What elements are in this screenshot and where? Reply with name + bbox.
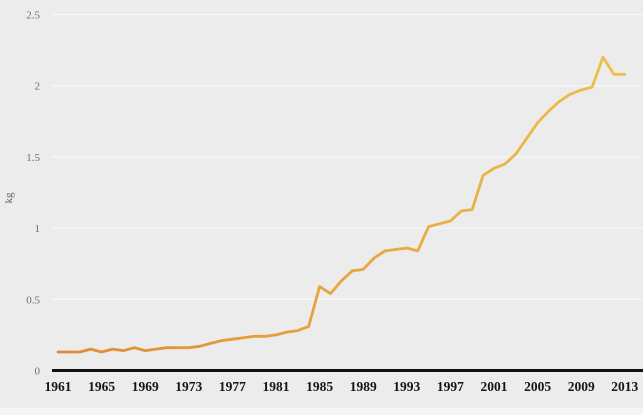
- y-tick-label: 2.5: [26, 10, 40, 22]
- y-tick-label: 1: [35, 223, 41, 235]
- x-tick-label: 1969: [132, 379, 159, 394]
- x-axis-tick-labels: 1961 1965 1969 1973 1977 1981 1985 1989 1993 1997…: [45, 379, 639, 394]
- x-tick-label: 2009: [568, 379, 595, 394]
- y-tick-label: 0: [35, 366, 41, 378]
- x-tick-label: 1981: [263, 379, 290, 394]
- data-series-line: [56, 55, 627, 354]
- x-tick-label: 1997: [437, 379, 464, 394]
- x-tick-label: 1965: [88, 379, 115, 394]
- gridlines: [52, 13, 643, 300]
- x-tick-label: 1961: [45, 379, 72, 394]
- y-axis-title: kg: [3, 192, 15, 204]
- y-tick-label: 2: [35, 81, 41, 93]
- x-tick-label: 1977: [219, 379, 246, 394]
- y-tick-label: 1.5: [26, 152, 40, 164]
- y-tick-label: 0.5: [26, 294, 40, 306]
- x-tick-label: 1985: [306, 379, 333, 394]
- x-tick-label: 2013: [611, 379, 638, 394]
- x-tick-label: 2001: [481, 379, 508, 394]
- bottom-edge-strip: [0, 408, 643, 415]
- x-tick-label: 1973: [175, 379, 202, 394]
- x-tick-label: 1993: [393, 379, 420, 394]
- y-axis-tick-labels: 0 0.5 1 1.5 2 2.5: [26, 10, 40, 378]
- x-tick-label: 2005: [524, 379, 551, 394]
- x-tick-label: 1989: [350, 379, 377, 394]
